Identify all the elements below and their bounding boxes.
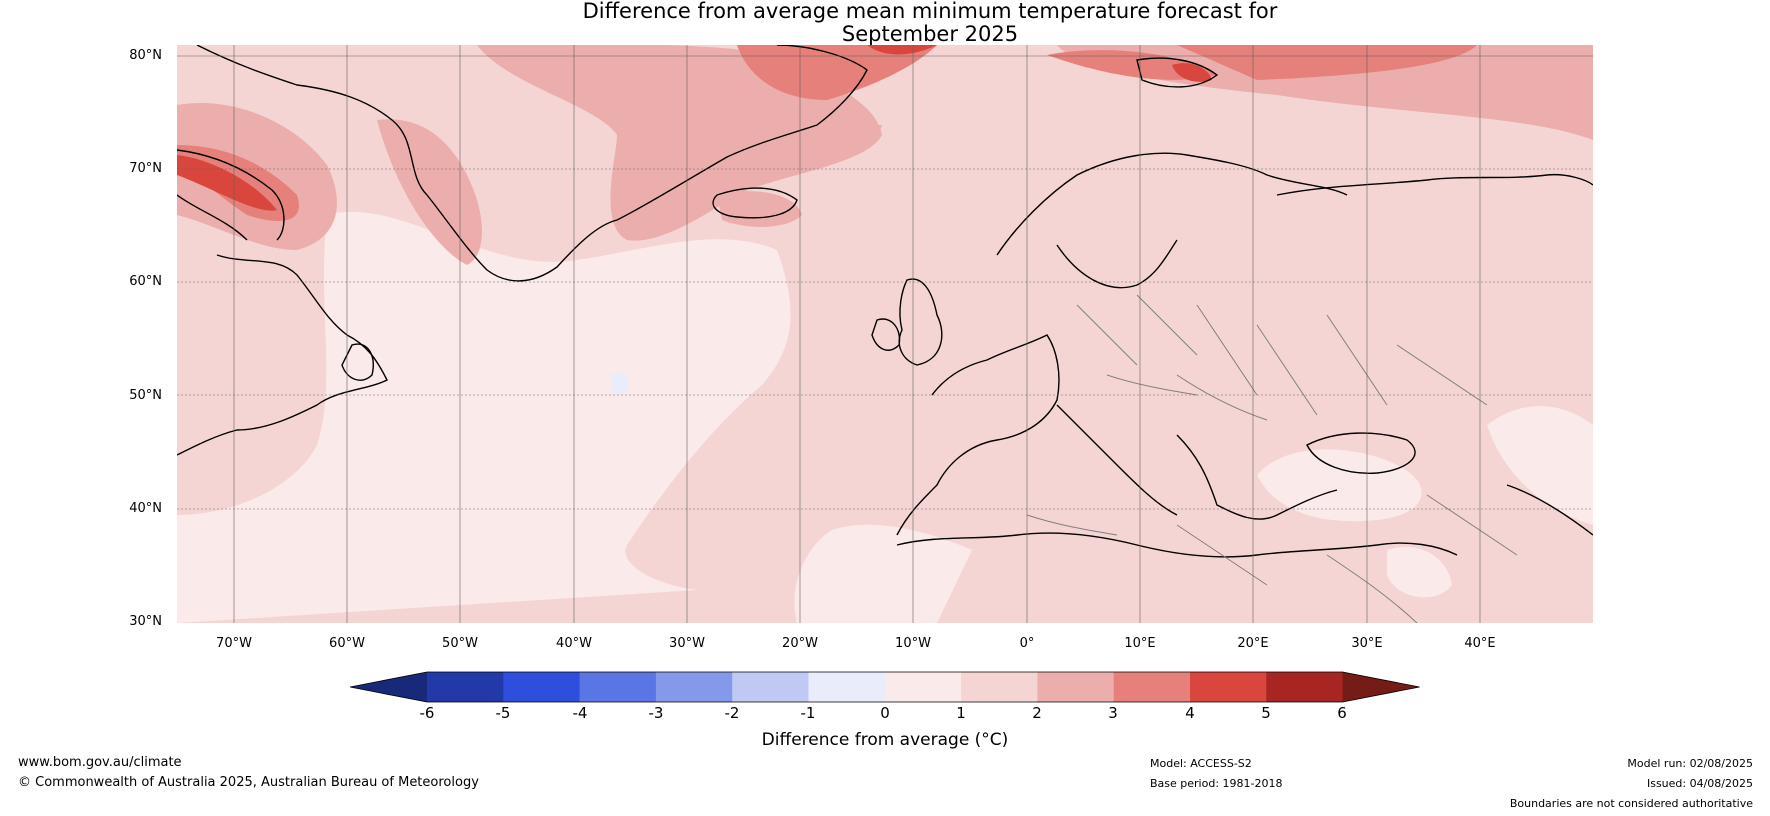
border-line-2 — [1026, 494, 1518, 623]
lon-label-60w: 60°W — [329, 636, 365, 651]
colorbar-bin — [884, 672, 962, 702]
colorbar-bin — [1190, 672, 1267, 702]
anomaly-region-neg-1-0 — [610, 372, 629, 395]
anomaly-region-0-1 — [177, 211, 791, 623]
ireland-coastline — [871, 318, 901, 351]
labrador-coastline — [177, 254, 388, 456]
colorbar-tick: 2 — [1032, 704, 1042, 722]
colorbar-bin — [1037, 672, 1115, 702]
colorbar-tick: 4 — [1185, 704, 1195, 722]
anomaly-region-3-4-b — [1047, 50, 1217, 80]
lat-label-80n: 80°N — [129, 48, 162, 63]
title-line-1: Difference from average mean minimum tem… — [582, 0, 1278, 23]
colorbar-bin — [1113, 672, 1191, 702]
map-gridlines — [177, 45, 1593, 623]
lat-label-60n: 60°N — [129, 274, 162, 289]
colorbar-tick: -1 — [800, 704, 816, 722]
uk-coastline — [898, 278, 943, 366]
colorbar-tick: -6 — [419, 704, 435, 722]
colorbar-tick: 0 — [880, 704, 890, 722]
lon-label-70w: 70°W — [216, 636, 252, 651]
colorbar-bin — [961, 672, 1038, 702]
colorbar-tick: 5 — [1261, 704, 1271, 722]
iceland-coastline — [712, 187, 798, 219]
colorbar-bin — [427, 672, 504, 702]
copyright-text: © Commonwealth of Australia 2025, Austra… — [18, 775, 479, 790]
lon-label-30w: 30°W — [669, 636, 705, 651]
anomaly-region-3-4 — [737, 45, 937, 100]
chart-title: Difference from average mean minimum tem… — [430, 0, 1430, 46]
colorbar-bin — [579, 672, 657, 702]
colorbar-bin — [655, 672, 733, 702]
lon-label-20w: 20°W — [782, 636, 818, 651]
colorbar-tick: -5 — [495, 704, 511, 722]
lat-label-40n: 40°N — [129, 501, 162, 516]
title-line-2: September 2025 — [841, 22, 1019, 46]
svalbard-coastline — [1136, 57, 1219, 88]
anomaly-region-0-1-e — [1387, 546, 1452, 598]
base-period-text: Base period: 1981-2018 — [1150, 777, 1283, 790]
anomaly-region-4-5-c — [1172, 63, 1212, 82]
anomaly-region-2-3-f — [717, 191, 802, 227]
colorbar-extend-high — [1342, 672, 1420, 702]
scandinavia-coastline — [996, 152, 1348, 289]
temperature-anomaly-map — [177, 45, 1593, 623]
coastlines — [177, 45, 1593, 558]
anomaly-region-4-5-b — [867, 45, 937, 55]
disclaimer-text: Boundaries are not considered authoritat… — [1509, 797, 1753, 810]
country-borders — [1026, 294, 1518, 623]
lon-label-40e: 40°E — [1464, 636, 1496, 651]
colorbar-bin — [808, 672, 886, 702]
baffin-coastline — [177, 149, 285, 241]
lon-label-10e: 10°E — [1124, 636, 1156, 651]
newfoundland-coastline — [341, 343, 374, 381]
anomaly-contours — [177, 45, 1593, 623]
colorbar-bin — [732, 672, 809, 702]
anomaly-region-0-1-d — [1487, 406, 1593, 525]
issued-text: Issued: 04/08/2025 — [1646, 777, 1753, 790]
colorbar-tick: -3 — [648, 704, 664, 722]
colorbar-tick: -4 — [572, 704, 588, 722]
colorbar-bin — [1266, 672, 1344, 702]
model-text: Model: ACCESS-S2 — [1150, 757, 1252, 770]
colorbar-extend-low — [350, 672, 427, 702]
website-link[interactable]: www.bom.gov.au/climate — [18, 755, 182, 770]
lat-label-70n: 70°N — [129, 161, 162, 176]
lon-label-50w: 50°W — [442, 636, 478, 651]
anomaly-region-3-4-c — [1177, 45, 1477, 80]
lon-label-10w: 10°W — [895, 636, 931, 651]
colorbar — [350, 671, 1420, 703]
lat-label-50n: 50°N — [129, 388, 162, 403]
colorbar-label: Difference from average (°C) — [761, 730, 1009, 750]
africa-coastline — [896, 484, 1593, 558]
europe-coastline — [896, 334, 1338, 536]
colorbar-bin — [503, 672, 581, 702]
lon-label-30e: 30°E — [1351, 636, 1383, 651]
border-line — [1076, 294, 1488, 421]
anomaly-region-0-1-c — [1257, 449, 1422, 522]
russia-arctic-coastline — [1276, 173, 1593, 196]
colorbar-outline — [350, 671, 1420, 703]
lat-label-30n: 30°N — [129, 614, 162, 629]
greenland-coastline — [196, 45, 868, 282]
colorbar-tick: -2 — [724, 704, 740, 722]
colorbar-tick: 3 — [1108, 704, 1118, 722]
anomaly-region-2-3-d — [377, 119, 482, 265]
lon-label-0: 0° — [1019, 636, 1035, 651]
lon-label-40w: 40°W — [556, 636, 592, 651]
colorbar-tick: 1 — [956, 704, 966, 722]
model-run-text: Model run: 02/08/2025 — [1627, 757, 1753, 770]
lon-label-20e: 20°E — [1237, 636, 1269, 651]
anomaly-region-2-3 — [477, 45, 882, 241]
anomaly-region-0-1-b — [794, 524, 972, 623]
black-sea-coastline — [1306, 432, 1416, 474]
colorbar-tick: 6 — [1337, 704, 1347, 722]
